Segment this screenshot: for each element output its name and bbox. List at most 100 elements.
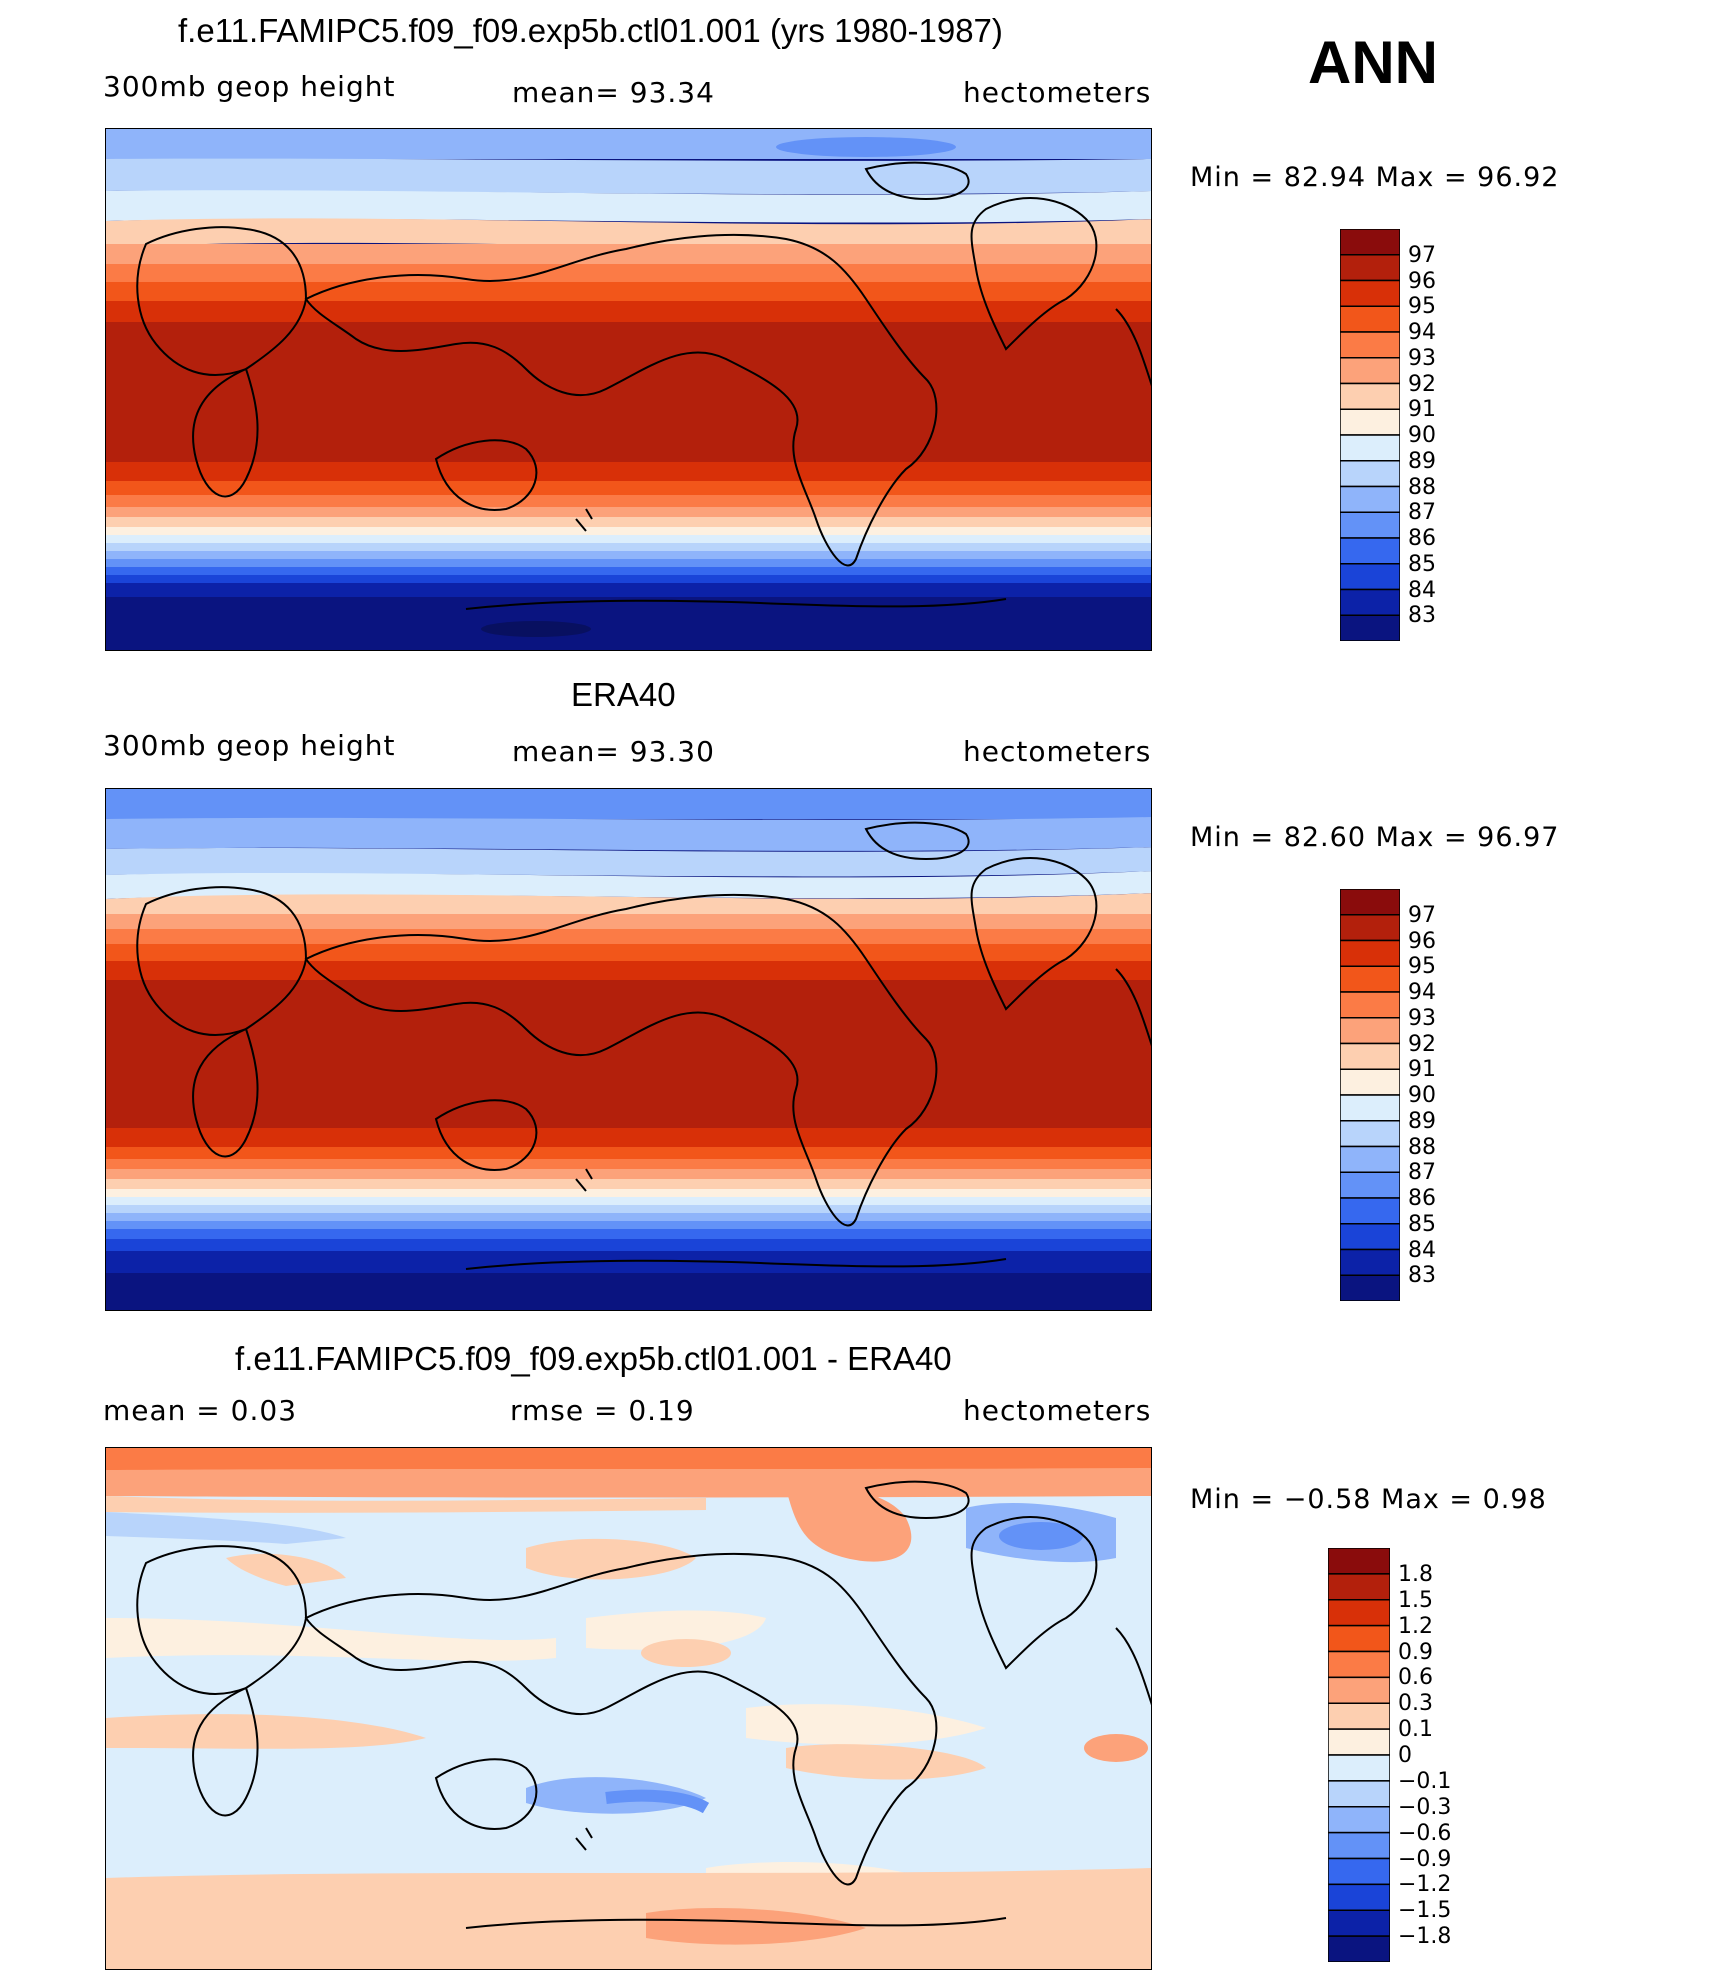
panel-3-map xyxy=(105,1447,1152,1970)
colorbar-tick-label: −0.9 xyxy=(1398,1846,1452,1872)
colorbar-swatch xyxy=(1340,965,1400,993)
colorbar-tick-label: 85 xyxy=(1408,1211,1436,1237)
colorbar-swatch xyxy=(1340,588,1400,616)
colorbar-tick-label: 93 xyxy=(1408,345,1436,371)
colorbar-swatch xyxy=(1340,1120,1400,1148)
colorbar-tick-label: 87 xyxy=(1408,500,1436,526)
colorbar-swatch xyxy=(1340,229,1400,256)
colorbar-tick-label: 92 xyxy=(1408,371,1436,397)
colorbar-tick-label: −1.5 xyxy=(1398,1898,1452,1924)
colorbar-swatch xyxy=(1328,1883,1390,1911)
colorbar-swatch xyxy=(1340,331,1400,359)
colorbar-tick-label: 0 xyxy=(1398,1743,1412,1768)
colorbar-swatch xyxy=(1340,485,1400,513)
panel-3-rmse-label: rmse = 0.19 xyxy=(510,1394,695,1427)
panel-2-minmax: Min = 82.60 Max = 96.97 xyxy=(1190,822,1560,853)
colorbar-swatch xyxy=(1340,279,1400,307)
colorbar-swatch xyxy=(1328,1935,1390,1962)
colorbar-tick-label: 88 xyxy=(1408,1134,1436,1160)
panel-1-title: f.e11.FAMIPC5.f09_f09.exp5b.ctl01.001 (y… xyxy=(178,12,1003,49)
colorbar-swatch xyxy=(1328,1599,1390,1627)
panel-1-variable-label: 300mb geop height xyxy=(103,70,396,103)
colorbar-swatch xyxy=(1340,460,1400,488)
panel-2-title: ERA40 xyxy=(571,676,676,713)
colorbar-swatch xyxy=(1328,1806,1390,1834)
colorbar-tick-label: 90 xyxy=(1408,1083,1436,1108)
panel-3-colorbar: 1.8 1.5 1.2 0.9 0.6 0.3 0.1 0 −0.1 −0.3 −0.6 −0.9 −1… xyxy=(1328,1548,1451,1962)
colorbar-tick-label: 93 xyxy=(1408,1005,1436,1031)
season-label: ANN xyxy=(1308,29,1438,96)
colorbar-tick-label: −0.6 xyxy=(1398,1820,1452,1846)
colorbar-tick-label: 97 xyxy=(1408,902,1436,928)
colorbar-swatch xyxy=(1328,1780,1390,1808)
colorbar-swatch xyxy=(1328,1857,1390,1886)
colorbar-tick-label: 0.1 xyxy=(1398,1717,1433,1743)
colorbar-swatch xyxy=(1340,357,1400,385)
colorbar-swatch xyxy=(1328,1831,1390,1860)
colorbar-swatch xyxy=(1328,1909,1390,1937)
colorbar-tick-label: −1.8 xyxy=(1398,1924,1452,1950)
panel-1-colorbar: 97 96 95 94 93 92 91 90 89 88 87 86 85 84 83 xyxy=(1340,229,1436,641)
colorbar-tick-label: 0.6 xyxy=(1398,1665,1433,1691)
colorbar-tick-label: 1.5 xyxy=(1398,1587,1433,1613)
colorbar-tick-label: 1.8 xyxy=(1398,1561,1433,1587)
colorbar-tick-label: 96 xyxy=(1408,928,1436,954)
colorbar-tick-label: 95 xyxy=(1408,954,1436,980)
panel-1-mean-label: mean= 93.34 xyxy=(512,76,715,109)
colorbar-tick-label: 95 xyxy=(1408,294,1436,320)
colorbar-tick-label: 88 xyxy=(1408,474,1436,500)
panel-2-colorbar: 97 96 95 94 93 92 91 90 89 88 87 86 85 84 83 xyxy=(1340,889,1436,1301)
panel-2-variable-label: 300mb geop height xyxy=(103,729,396,762)
colorbar-tick-label: 83 xyxy=(1408,1263,1436,1289)
colorbar-swatch xyxy=(1340,914,1400,942)
colorbar-swatch xyxy=(1328,1650,1390,1679)
panel-2-units-label: hectometers xyxy=(963,735,1152,768)
colorbar-swatch xyxy=(1340,537,1400,565)
colorbar-tick-label: 86 xyxy=(1408,526,1436,551)
panel-3-title: f.e11.FAMIPC5.f09_f09.exp5b.ctl01.001 - … xyxy=(235,1340,952,1377)
colorbar-tick-label: 86 xyxy=(1408,1186,1436,1211)
colorbar-tick-label: 83 xyxy=(1408,603,1436,629)
colorbar-tick-label: 85 xyxy=(1408,551,1436,577)
colorbar-swatch xyxy=(1340,889,1400,916)
panel-2-mean-label: mean= 93.30 xyxy=(512,735,715,768)
colorbar-swatch xyxy=(1328,1702,1390,1730)
colorbar-tick-label: 1.2 xyxy=(1398,1613,1433,1639)
colorbar-tick-label: 91 xyxy=(1408,1057,1436,1083)
colorbar-tick-label: 90 xyxy=(1408,423,1436,448)
colorbar-swatch xyxy=(1340,939,1400,967)
panel-3-units-label: hectometers xyxy=(963,1394,1152,1427)
colorbar-swatch xyxy=(1328,1728,1390,1756)
colorbar-swatch xyxy=(1340,434,1400,462)
colorbar-tick-label: −1.2 xyxy=(1398,1872,1452,1898)
panel-3-mean-label: mean = 0.03 xyxy=(103,1394,298,1427)
colorbar-swatch xyxy=(1328,1754,1390,1782)
colorbar-swatches xyxy=(1328,1548,1390,1962)
colorbar-swatch xyxy=(1340,1042,1400,1070)
colorbar-tick-label: 87 xyxy=(1408,1160,1436,1186)
colorbar-swatch xyxy=(1340,614,1400,641)
colorbar-tick-label: −0.1 xyxy=(1398,1768,1452,1794)
colorbar-swatch xyxy=(1340,1171,1400,1199)
colorbar-swatch xyxy=(1340,1068,1400,1096)
colorbar-swatch xyxy=(1340,305,1400,333)
colorbar-tick-label: 96 xyxy=(1408,268,1436,294)
colorbar-swatch xyxy=(1328,1624,1390,1653)
colorbar-swatch xyxy=(1340,254,1400,282)
colorbar-tick-label: 84 xyxy=(1408,577,1436,603)
colorbar-tick-label: 92 xyxy=(1408,1031,1436,1057)
colorbar-tick-label: 0.9 xyxy=(1398,1639,1433,1665)
colorbar-swatch xyxy=(1340,1094,1400,1122)
panel-1-units-label: hectometers xyxy=(963,76,1152,109)
panel-2-map xyxy=(105,788,1152,1311)
colorbar-swatches xyxy=(1340,229,1400,641)
colorbar-swatch xyxy=(1328,1573,1390,1601)
colorbar-swatch xyxy=(1340,1274,1400,1301)
colorbar-swatch xyxy=(1340,1223,1400,1251)
colorbar-tick-label: 89 xyxy=(1408,1108,1436,1134)
colorbar-tick-label: 91 xyxy=(1408,397,1436,423)
colorbar-swatch xyxy=(1340,1145,1400,1173)
panel-1-minmax: Min = 82.94 Max = 96.92 xyxy=(1190,162,1560,193)
colorbar-tick-label: 84 xyxy=(1408,1237,1436,1263)
colorbar-swatch xyxy=(1340,1017,1400,1045)
